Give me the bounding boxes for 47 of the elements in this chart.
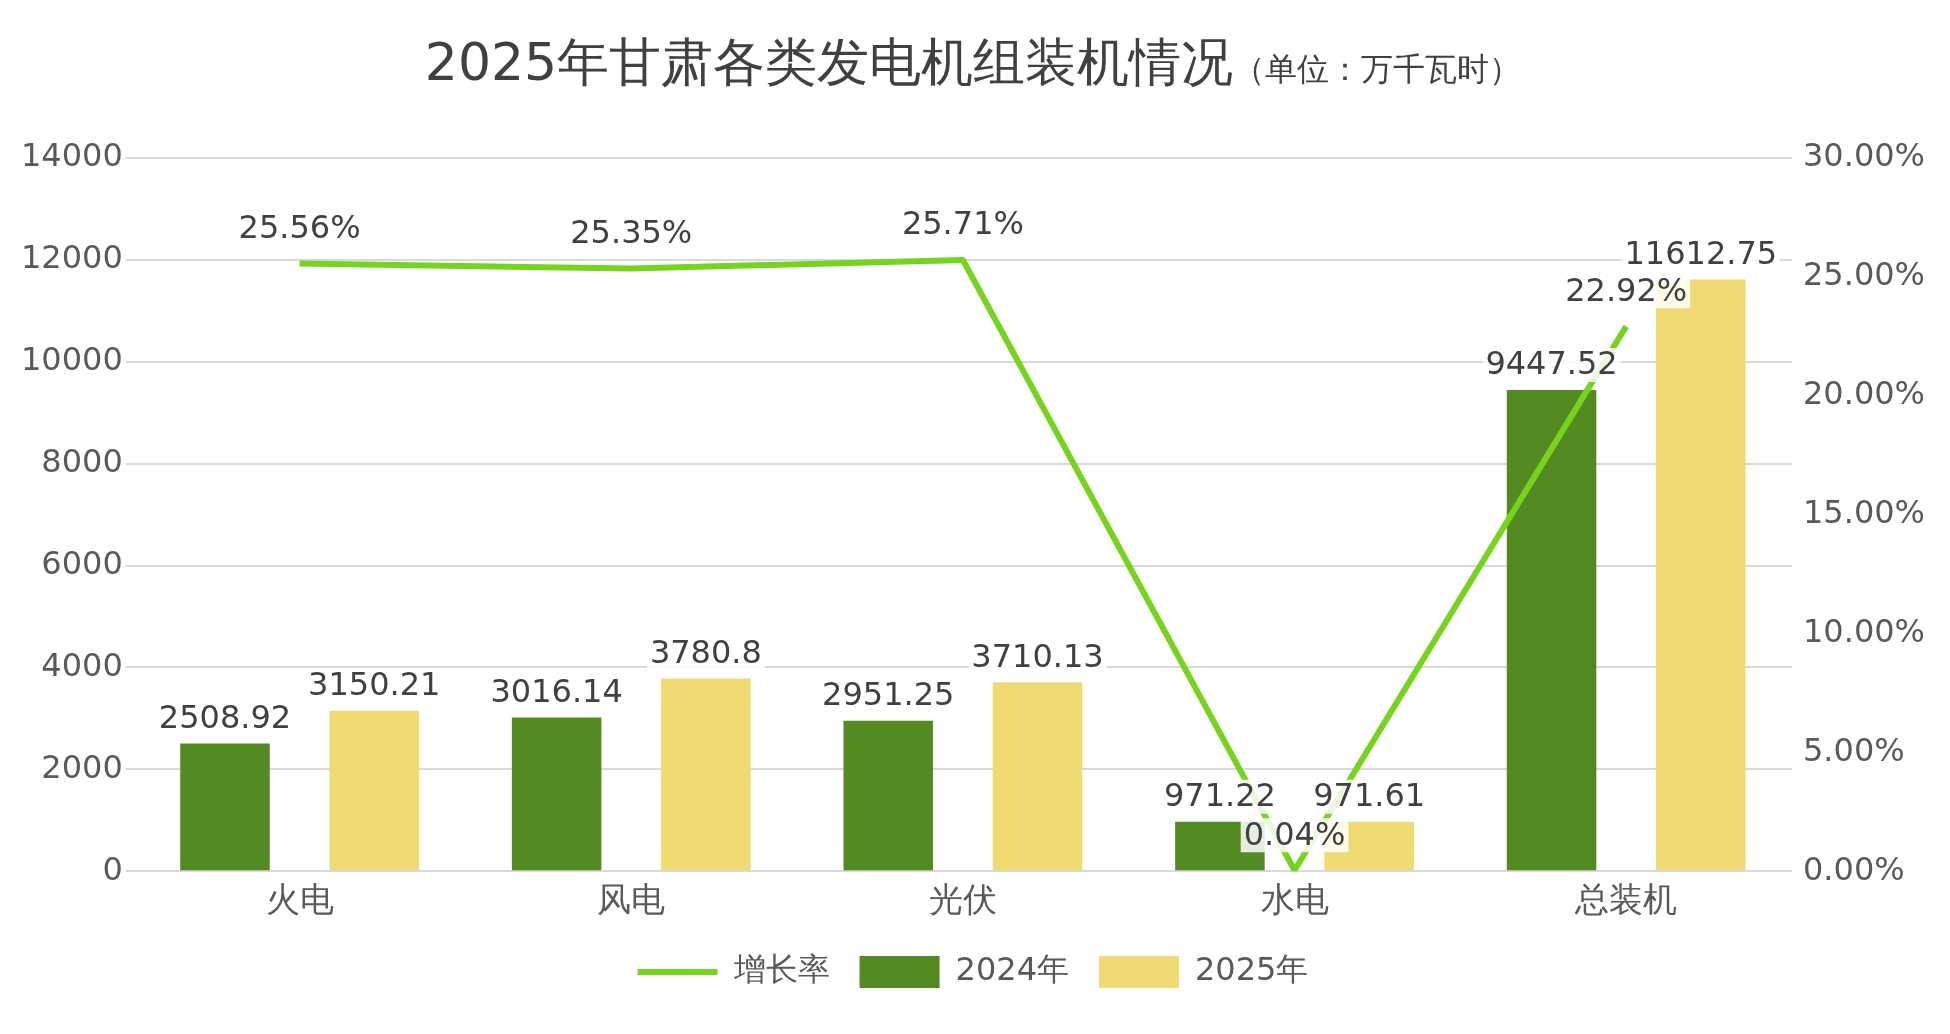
data-label: 22.92%	[1565, 270, 1688, 309]
legend-label: 2024年	[955, 950, 1069, 989]
data-label: 25.35%	[570, 212, 693, 251]
y-tick-label: 2000	[41, 747, 123, 786]
data-label: 971.61	[1313, 776, 1426, 815]
bar	[843, 720, 934, 871]
data-label: 25.71%	[901, 204, 1024, 243]
bar	[1506, 389, 1597, 871]
y-tick-label: 0	[102, 849, 123, 888]
data-label: 25.56%	[238, 207, 361, 246]
y-tick-label: 10000	[21, 340, 123, 379]
data-label: 3016.14	[490, 671, 623, 710]
data-label: 11612.75	[1624, 233, 1778, 272]
bar	[180, 743, 270, 871]
y-tick-label: 6000	[41, 543, 123, 582]
y2-tick-label: 5.00%	[1802, 730, 1905, 769]
x-tick-label: 光伏	[928, 879, 997, 920]
x-tick-label: 火电	[265, 879, 334, 920]
data-label: 971.22	[1163, 776, 1276, 815]
legend-label: 2025年	[1195, 950, 1309, 989]
data-label: 3780.8	[649, 632, 762, 671]
chart-subtitle: （单位：万千瓦时）	[1233, 50, 1522, 88]
data-label: 2508.92	[158, 697, 292, 736]
bar	[661, 678, 751, 871]
data-label: 0.04%	[1243, 814, 1346, 853]
bar	[992, 682, 1083, 871]
bar	[329, 710, 420, 871]
legend-label: 增长率	[732, 950, 830, 989]
y-tick-label: 8000	[41, 441, 123, 480]
x-tick-label: 风电	[597, 879, 666, 920]
data-label: 9447.52	[1485, 344, 1618, 383]
y2-tick-label: 0.00%	[1802, 849, 1905, 888]
data-label: 2951.25	[822, 675, 955, 714]
y2-tick-label: 30.00%	[1802, 136, 1925, 175]
y2-tick-label: 20.00%	[1802, 374, 1925, 413]
y2-tick-label: 15.00%	[1802, 492, 1925, 531]
x-tick-label: 总装机	[1574, 879, 1678, 920]
data-label: 3710.13	[971, 636, 1104, 675]
y2-tick-label: 25.00%	[1802, 255, 1925, 294]
bar	[511, 717, 602, 871]
y-tick-label: 12000	[21, 238, 123, 277]
y2-tick-label: 10.00%	[1802, 611, 1925, 650]
data-label: 3150.21	[308, 665, 441, 704]
y-tick-label: 4000	[41, 645, 123, 684]
y-tick-label: 14000	[21, 136, 123, 175]
x-tick-label: 水电	[1260, 879, 1329, 920]
chart-title: 2025年甘肃各类发电机组装机情况	[424, 32, 1234, 92]
